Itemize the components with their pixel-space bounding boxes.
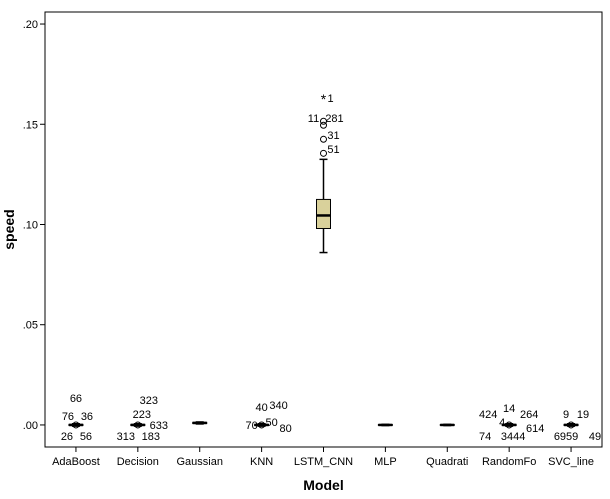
y-tick-label: .00 <box>23 420 38 432</box>
box-Gaussian <box>192 421 208 425</box>
outlier-label: 51 <box>327 144 339 156</box>
outlier-label: 264 <box>520 409 538 421</box>
outlier-label: 614 <box>526 423 544 435</box>
outliers-group: * <box>72 91 575 429</box>
outlier-label: 66 <box>70 393 82 405</box>
outlier-label: 14 <box>503 403 515 415</box>
x-axis-title: Model <box>303 477 343 493</box>
outlier-label: 11 <box>308 113 319 125</box>
outlier-label: 80 <box>279 423 291 435</box>
outlier-label: 6959 <box>554 431 578 443</box>
x-tick-label: SVC_line <box>548 456 594 468</box>
outlier-circle <box>320 149 327 157</box>
outlier-label: 3444 <box>501 431 525 443</box>
extreme-outlier-star: * <box>321 91 327 107</box>
boxes-group <box>68 158 579 427</box>
outlier-label: 281 <box>325 113 343 125</box>
x-tick-label: AdaBoost <box>52 456 100 468</box>
outlier-label: 49 <box>589 431 601 443</box>
outlier-label: 50 <box>265 417 277 429</box>
outlier-circle <box>567 421 575 429</box>
outlier-circle <box>320 135 327 143</box>
outlier-label: 40 <box>255 402 267 414</box>
outlier-label: 323 <box>140 395 158 407</box>
x-tick-label: LSTM_CNN <box>294 456 353 468</box>
outlier-label: 424 <box>479 409 497 421</box>
outlier-label: 340 <box>269 400 287 412</box>
outlier-circle <box>320 121 327 129</box>
outlier-label: 223 <box>133 409 151 421</box>
outlier-label: 70 <box>245 420 257 432</box>
outlier-label: 26 <box>61 431 73 443</box>
box-Quadrati <box>439 423 455 427</box>
y-tick-label: .10 <box>23 219 38 231</box>
outlier-label: 633 <box>150 420 168 432</box>
box-iqr <box>316 198 331 229</box>
outlier-label: 4 <box>499 417 505 429</box>
outlier-label: 74 <box>479 431 491 443</box>
outlier-circle <box>258 421 266 429</box>
outlier-label: 56 <box>80 431 92 443</box>
x-tick-label: MLP <box>374 456 397 468</box>
outlier-circle <box>72 421 80 429</box>
x-tick-label: Gaussian <box>176 456 222 468</box>
y-tick-label: .05 <box>23 320 38 332</box>
box-Decision <box>130 422 146 427</box>
y-axis: .00 .05 .10 .15 .20 <box>23 19 45 432</box>
y-tick-label: .15 <box>23 119 38 131</box>
outlier-label: 19 <box>577 409 589 421</box>
x-tick-label: RandomFo <box>482 456 536 468</box>
box-LSTM_CNN <box>316 158 331 254</box>
box-MLP <box>377 423 393 427</box>
x-tick-label: KNN <box>250 456 273 468</box>
x-tick-label: Decision <box>117 456 159 468</box>
outlier-circle <box>134 421 142 429</box>
outlier-label: 31 <box>327 130 339 142</box>
outlier-label: 1 <box>327 93 333 105</box>
y-axis-title: speed <box>1 209 17 249</box>
outlier-label: 313 <box>117 431 135 443</box>
outlier-label: 9 <box>563 409 569 421</box>
box-SVC_line <box>563 422 579 427</box>
outlier-circle <box>505 421 513 429</box>
box-AdaBoost <box>68 422 84 427</box>
outlier-label: 76 <box>62 411 74 423</box>
outlier-circle <box>320 117 327 125</box>
x-tick-label: Quadrati <box>426 456 468 468</box>
outlier-label: 36 <box>81 411 93 423</box>
outlier-label: 183 <box>142 431 160 443</box>
x-axis: AdaBoost Decision Gaussian KNN LSTM_CNN MLP Qu… <box>52 447 594 468</box>
y-tick-label: .20 <box>23 19 38 31</box>
